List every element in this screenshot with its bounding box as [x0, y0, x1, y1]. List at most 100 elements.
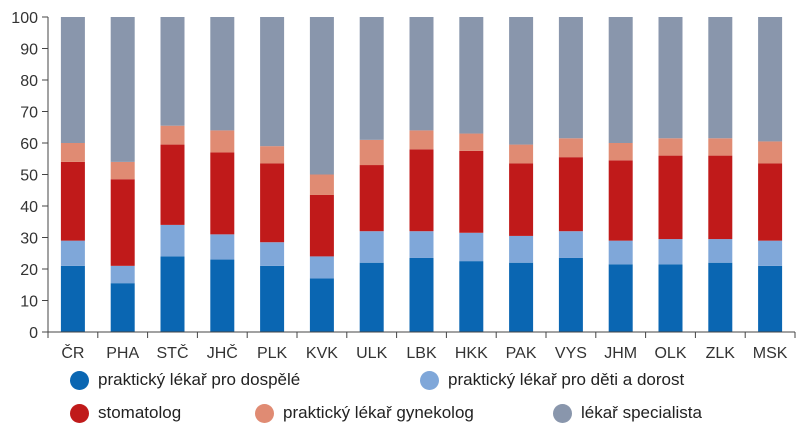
bar-segment [708, 138, 733, 156]
legend-item-child-gp: praktický lékař pro děti a dorost [420, 370, 684, 390]
y-tick-label: 30 [20, 231, 38, 248]
legend-item-specialist: lékař specialista [553, 403, 702, 423]
x-tick-label: LBK [406, 345, 437, 362]
stacked-bar-chart: 0 10 20 30 40 50 60 70 80 90 100 ČR PHA STČ JHČ PLK KVK… [11, 10, 796, 362]
bar-segment [210, 152, 235, 235]
bar-segment [60, 240, 85, 266]
bar-stack-KVK [309, 17, 334, 332]
bar-segment [260, 146, 285, 164]
bar-segment [260, 265, 285, 332]
bar-segment [558, 257, 583, 332]
bar-segment [459, 232, 484, 262]
x-tick-label: JHM [604, 345, 637, 362]
x-tick-label: ČR [61, 343, 84, 362]
legend-label-specialist: lékař specialista [581, 403, 702, 422]
bar-segment [359, 139, 384, 166]
bar-segment [260, 242, 285, 266]
y-tick-label: 60 [20, 136, 38, 153]
y-tick-label: 70 [20, 105, 38, 122]
legend: praktický lékař pro dospělé praktický lé… [70, 370, 790, 430]
bar-segment [509, 262, 534, 332]
bar-segment [658, 17, 683, 139]
bar-segment [359, 262, 384, 332]
bar-stack-OLK [658, 17, 683, 332]
bar-segment [409, 17, 434, 131]
legend-label-gynecologist: praktický lékař gynekolog [283, 403, 474, 422]
y-tick-label: 80 [20, 73, 38, 90]
y-tick-label: 100 [11, 10, 38, 27]
bar-stack-ZLK [708, 17, 733, 332]
bar-segment [758, 163, 783, 241]
x-tick-label: HKK [455, 345, 488, 362]
x-tick-label: PHA [106, 345, 139, 362]
bar-segment [260, 163, 285, 243]
bar-stack-HKK [459, 17, 484, 332]
bar-segment [509, 163, 534, 236]
bar-segment [708, 17, 733, 139]
legend-swatch-specialist [553, 403, 572, 423]
bar-stack-LBK [409, 17, 434, 332]
y-axis: 0 10 20 30 40 50 60 70 80 90 100 [11, 10, 49, 342]
bar-stack-JHČ [210, 17, 235, 332]
bar-segment [509, 235, 534, 263]
bar-segment [459, 17, 484, 134]
bar-segment [459, 150, 484, 233]
bar-segment [708, 262, 733, 332]
x-tick-label: ZLK [706, 345, 736, 362]
legend-swatch-adult-gp [70, 370, 89, 390]
bar-segment [309, 256, 334, 279]
bar-segment [110, 283, 135, 332]
y-tick-label: 50 [20, 168, 38, 185]
bar-segment [260, 17, 285, 147]
y-tick-label: 90 [20, 42, 38, 59]
bar-stack-MSK [758, 17, 783, 332]
bar-segment [309, 174, 334, 195]
legend-item-adult-gp: praktický lékař pro dospělé [70, 370, 300, 390]
bar-segment [309, 278, 334, 332]
bar-segment [60, 17, 85, 143]
bar-segment [210, 130, 235, 153]
bar-segment [309, 194, 334, 257]
bar-segment [409, 130, 434, 150]
bar-stack-ČR [60, 17, 85, 332]
x-tick-label: STČ [157, 343, 189, 362]
bar-segment [359, 165, 384, 232]
bar-segment [160, 224, 185, 257]
legend-label-adult-gp: praktický lékař pro dospělé [98, 370, 301, 389]
bars [60, 17, 783, 332]
bar-segment [658, 239, 683, 265]
bar-segment [409, 257, 434, 332]
bar-segment [509, 17, 534, 145]
bar-segment [558, 231, 583, 258]
bar-segment [509, 144, 534, 164]
bar-segment [758, 141, 783, 164]
y-tick-label: 40 [20, 199, 38, 216]
legend-label-child-gp: praktický lékař pro děti a dorost [448, 370, 685, 389]
bar-segment [359, 17, 384, 140]
legend-swatch-dentist [70, 403, 89, 423]
x-tick-label: JHČ [207, 343, 238, 362]
bar-segment [459, 261, 484, 332]
legend-swatch-gynecologist [255, 403, 274, 423]
bar-stack-JHM [608, 17, 633, 332]
bar-segment [708, 239, 733, 263]
bar-segment [409, 149, 434, 232]
bar-segment [758, 17, 783, 142]
bar-segment [160, 125, 185, 145]
legend-item-gynecologist: praktický lékař gynekolog [255, 403, 474, 423]
bar-stack-PLK [260, 17, 285, 332]
y-tick-label: 0 [29, 325, 38, 342]
bar-segment [359, 231, 384, 263]
bar-segment [110, 17, 135, 162]
bar-segment [558, 157, 583, 232]
x-tick-label: PLK [257, 345, 288, 362]
bar-segment [658, 155, 683, 240]
x-axis: ČR PHA STČ JHČ PLK KVK ULK LBK HKK PAK VYS JHM OLK ZL… [47, 331, 796, 362]
bar-stack-PAK [509, 17, 534, 332]
x-tick-label: MSK [753, 345, 788, 362]
bar-segment [758, 265, 783, 332]
bar-segment [459, 133, 484, 151]
bar-segment [409, 231, 434, 258]
bar-segment [210, 17, 235, 131]
legend-swatch-child-gp [420, 370, 439, 390]
